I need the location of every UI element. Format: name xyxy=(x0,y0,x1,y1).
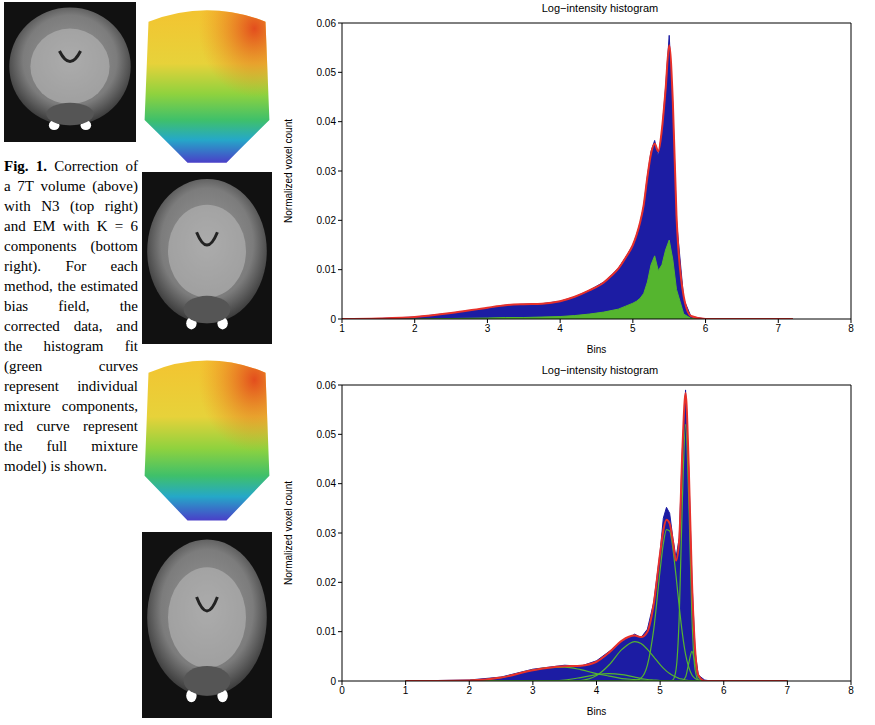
svg-text:4: 4 xyxy=(594,685,600,696)
html-text:Fig. 1.: Fig. 1. xyxy=(4,158,47,174)
svg-text:5: 5 xyxy=(630,323,636,334)
svg-text:0.03: 0.03 xyxy=(317,166,337,177)
svg-text:1: 1 xyxy=(339,323,345,334)
svg-text:7: 7 xyxy=(785,685,791,696)
svg-text:0.03: 0.03 xyxy=(317,528,337,539)
svg-text:Bins: Bins xyxy=(587,344,606,355)
svg-text:0.05: 0.05 xyxy=(317,67,337,78)
svg-text:Normalized voxel count: Normalized voxel count xyxy=(283,119,294,223)
svg-text:0.04: 0.04 xyxy=(317,478,337,489)
svg-text:2: 2 xyxy=(412,323,418,334)
html-text:Log−intensity histogram: Log−intensity histogram xyxy=(541,364,659,376)
svg-text:8: 8 xyxy=(848,685,854,696)
svg-text:0.06: 0.06 xyxy=(317,18,337,29)
svg-text:0: 0 xyxy=(330,676,336,687)
svg-text:Bins: Bins xyxy=(587,706,606,717)
svg-text:0: 0 xyxy=(330,314,336,325)
svg-text:6: 6 xyxy=(703,323,709,334)
svg-text:0.02: 0.02 xyxy=(317,577,337,588)
svg-text:1: 1 xyxy=(403,685,409,696)
svg-text:0.06: 0.06 xyxy=(317,380,337,391)
html-text:Correction of a 7T volume (abo: Correction of a 7T volume (above) with N… xyxy=(4,158,138,474)
svg-text:2: 2 xyxy=(466,685,472,696)
svg-text:3: 3 xyxy=(485,323,491,334)
svg-text:0.05: 0.05 xyxy=(317,429,337,440)
svg-text:4: 4 xyxy=(557,323,563,334)
svg-text:0.04: 0.04 xyxy=(317,116,337,127)
svg-text:3: 3 xyxy=(530,685,536,696)
svg-text:Normalized voxel count: Normalized voxel count xyxy=(283,481,294,585)
svg-text:0.01: 0.01 xyxy=(317,626,337,637)
svg-text:0.02: 0.02 xyxy=(317,215,337,226)
svg-text:6: 6 xyxy=(721,685,727,696)
svg-text:5: 5 xyxy=(657,685,663,696)
svg-text:0.01: 0.01 xyxy=(317,264,337,275)
svg-text:0: 0 xyxy=(339,685,345,696)
svg-text:8: 8 xyxy=(848,323,854,334)
html-text:Log−intensity histogram: Log−intensity histogram xyxy=(541,2,659,14)
svg-text:7: 7 xyxy=(776,323,782,334)
